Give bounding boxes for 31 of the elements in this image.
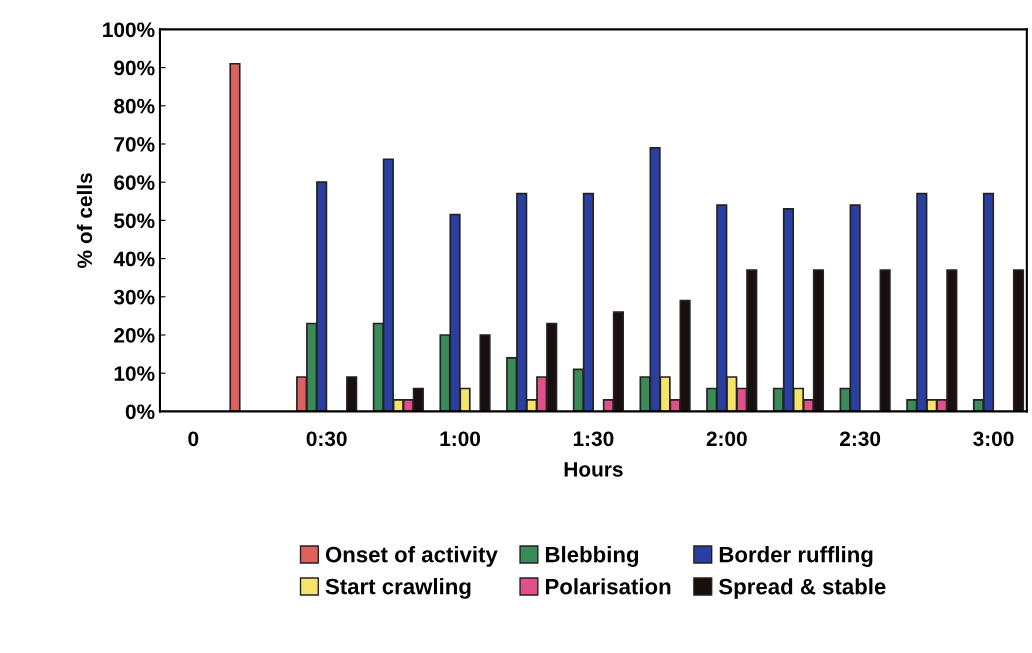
bar bbox=[479, 334, 491, 412]
x-tick-label: 2:30 bbox=[840, 431, 881, 447]
bar bbox=[1012, 269, 1025, 412]
y-tick-label: 40% bbox=[113, 251, 155, 267]
legend-label: Spread & stable bbox=[718, 578, 886, 599]
y-tick-label: 100% bbox=[103, 22, 155, 38]
legend-label: Start crawling bbox=[325, 578, 471, 599]
y-tick-label: 30% bbox=[113, 289, 155, 305]
y-axis-title: % of cells bbox=[76, 173, 93, 268]
x-tick-label: 3:00 bbox=[973, 431, 1014, 447]
y-tick-label: 20% bbox=[114, 327, 155, 343]
legend-label: Polarisation bbox=[545, 578, 671, 595]
y-tick-label: 80% bbox=[114, 98, 155, 114]
legend-label: Border ruffling bbox=[719, 546, 873, 567]
x-axis-title: Hours bbox=[564, 462, 623, 477]
x-tick-label: 0 bbox=[188, 431, 199, 447]
y-tick-label: 60% bbox=[114, 175, 155, 190]
bar bbox=[346, 376, 358, 412]
x-tick-label: 2:00 bbox=[706, 431, 747, 447]
y-tick-label: 0% bbox=[125, 404, 155, 420]
y-tick-label: 90% bbox=[114, 60, 155, 76]
bar bbox=[879, 269, 891, 412]
legend-label: Onset of activity bbox=[325, 546, 498, 567]
y-tick-label: 10% bbox=[114, 366, 155, 381]
y-tick-label: 50% bbox=[114, 213, 155, 229]
x-tick-label: 0:30 bbox=[306, 431, 347, 447]
y-tick-label: 70% bbox=[114, 136, 155, 152]
legend-label: Blebbing bbox=[545, 546, 639, 567]
bar bbox=[229, 62, 241, 412]
x-tick-label: 1:00 bbox=[440, 431, 481, 447]
x-tick-label: 1:30 bbox=[573, 431, 614, 447]
